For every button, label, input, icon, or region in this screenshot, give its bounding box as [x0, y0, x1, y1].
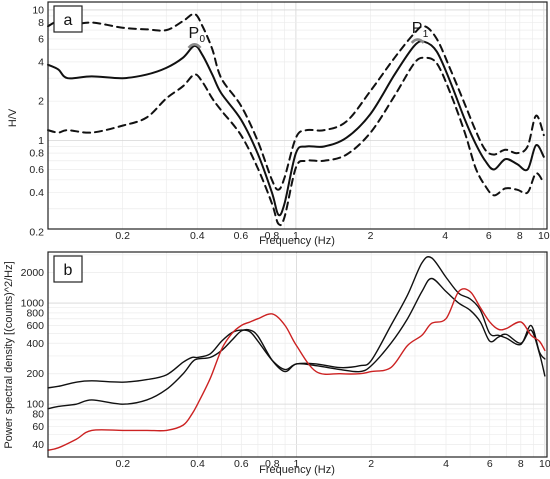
- x-tick-label: 0.4: [190, 230, 205, 242]
- peak-label-sub-1: 1: [423, 29, 429, 40]
- panel-b-lines: [47, 256, 546, 451]
- x-tick-label: 1: [294, 458, 300, 470]
- panel-b-frame: [47, 251, 548, 458]
- panel-a-label: a: [64, 12, 73, 29]
- x-tick-label: 0.6: [234, 230, 249, 242]
- y-tick-label: 0.8: [29, 148, 44, 160]
- y-tick-label: 0.6: [29, 164, 44, 176]
- x-tick-label: 2: [368, 458, 374, 470]
- panel-b-label-box: [53, 255, 83, 283]
- y-tick-label: 0.4: [29, 187, 44, 199]
- y-tick-label: 800: [26, 307, 44, 319]
- x-tick-label: 0.8: [265, 230, 280, 242]
- panel-b-grid: [47, 252, 547, 458]
- y-tick-label: 400: [26, 338, 44, 350]
- peak-label-1: P: [412, 20, 423, 37]
- series-line-a-1: [47, 12, 545, 191]
- panel-a-x-axis-label: Frequency (Hz): [259, 235, 335, 247]
- y-tick-label: 8: [38, 17, 44, 29]
- peak-label-sub-0: 0: [200, 34, 206, 45]
- x-tick-label: 0.4: [190, 458, 205, 470]
- y-tick-label: 10: [32, 4, 44, 16]
- y-tick-label: 0.2: [29, 226, 44, 238]
- panel-a-label-box: [53, 5, 83, 33]
- x-tick-label: 10: [539, 458, 550, 470]
- y-tick-label: 6: [38, 33, 44, 45]
- x-tick-label: 8: [518, 458, 524, 470]
- y-tick-label: 40: [32, 439, 44, 451]
- y-tick-label: 200: [26, 368, 44, 380]
- panel-b-label: b: [64, 262, 73, 279]
- x-tick-label: 6: [486, 230, 492, 242]
- series-line-b-2: [47, 277, 546, 410]
- series-line-b-3: [47, 288, 546, 451]
- x-tick-label: 4: [442, 230, 448, 242]
- y-tick-label: 60: [32, 421, 44, 433]
- y-tick-label: 1: [38, 135, 44, 147]
- y-tick-label: 600: [26, 320, 44, 332]
- x-tick-label: 2: [368, 230, 374, 242]
- series-line-a-2: [47, 40, 545, 217]
- x-tick-label: 4: [443, 458, 449, 470]
- y-tick-label: 80: [32, 408, 44, 420]
- panel-a-lines: [47, 12, 545, 227]
- panel-a-frame: [47, 1, 548, 230]
- x-tick-label: 0.8: [265, 458, 280, 470]
- x-tick-label: 6: [487, 458, 493, 470]
- panel-a-grid: [47, 2, 547, 229]
- peak-label-0: P: [189, 25, 200, 42]
- y-tick-label: 2000: [21, 267, 45, 279]
- series-line-a-3: [47, 56, 545, 227]
- x-tick-label: 0.2: [115, 458, 130, 470]
- x-tick-label: 0.2: [115, 230, 130, 242]
- panel-a-y-axis-label: H/V: [7, 108, 19, 127]
- x-tick-label: 10: [538, 230, 550, 242]
- x-tick-label: 0.6: [234, 458, 249, 470]
- panel-b-x-axis-label: Frequency (Hz): [259, 464, 335, 476]
- y-tick-label: 2: [38, 96, 44, 108]
- y-tick-label: 4: [38, 56, 44, 68]
- y-tick-label: 1000: [21, 298, 45, 310]
- x-tick-label: 8: [517, 230, 523, 242]
- y-tick-label: 100: [26, 399, 44, 411]
- peak-marker: [187, 43, 202, 49]
- peak-marker: [410, 38, 425, 44]
- panel-a-annotations: P 0P 1: [187, 20, 429, 49]
- x-tick-label: 1: [293, 230, 299, 242]
- series-line-b-1: [47, 256, 546, 389]
- panel-b-y-axis-label: Power spectral density [(counts)^2/Hz]: [3, 261, 15, 448]
